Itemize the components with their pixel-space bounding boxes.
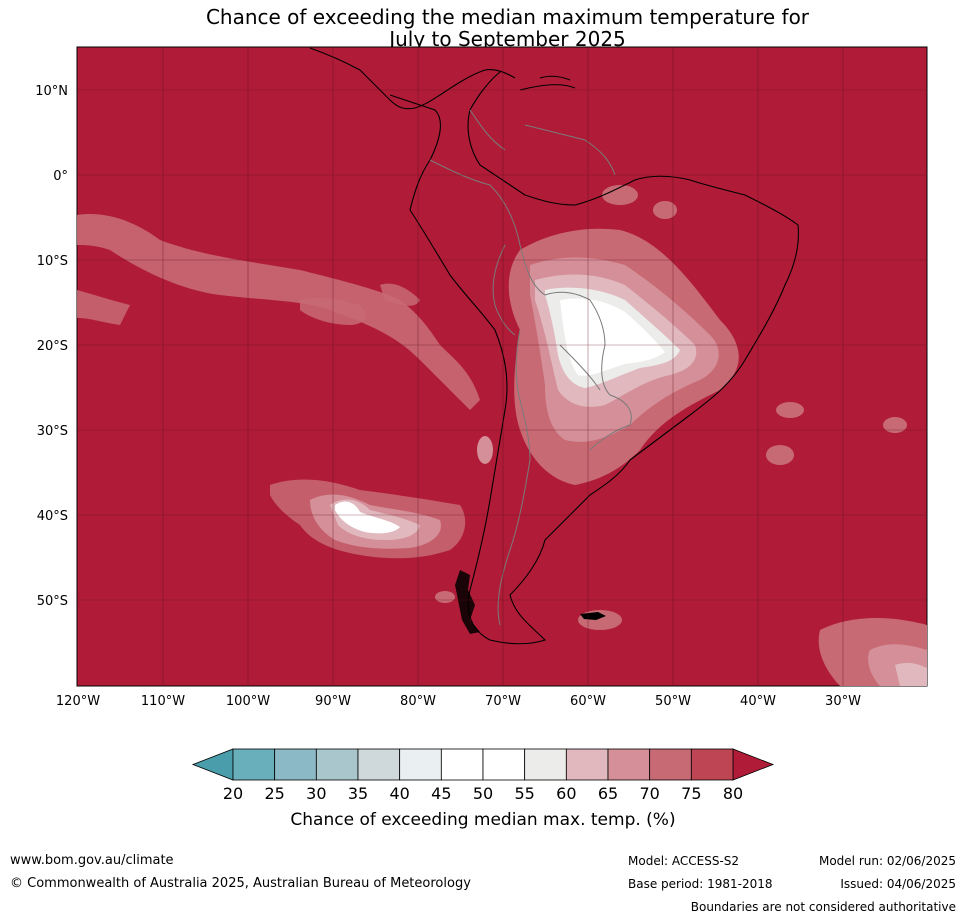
colorbar-tick-75: 75 [681,784,701,803]
contour-band-se-60 [895,662,927,686]
colorbar-above-arrow [732,748,775,781]
colorbar-bin-2 [315,748,359,781]
falkland-islands [580,612,606,620]
lon-label-60w: 60°W [570,694,606,709]
lon-label-90w: 90°W [315,694,351,709]
contour-band-brazil-50 [560,298,665,376]
issued-text: Issued: 04/06/2025 [840,877,956,891]
map-frame [76,46,928,687]
contour-blob-3 [776,402,804,418]
map-title-line-1: Chance of exceeding the median maximum t… [205,5,810,29]
colorbar-tick-50: 50 [473,784,493,803]
map-title-line-2: July to September 2025 [389,27,626,51]
lat-label-0: 0° [53,169,68,184]
colorbar-tick-70: 70 [639,784,659,803]
contour-band-50 [335,501,400,534]
colorbar-below-arrow [191,748,234,781]
contour-band-75 [77,214,480,410]
lon-label-50w: 50°W [655,694,691,709]
contour-blob-2 [653,201,677,219]
colorbar-tick-40: 40 [389,784,409,803]
colorbar-tick-65: 65 [598,784,618,803]
colorbar-tick-45: 45 [431,784,451,803]
base-period-text: Base period: 1981-2018 [628,877,773,891]
colorbar-bin-3 [357,748,401,781]
contour-band-75c [300,297,366,325]
contour-blob-8 [477,436,493,464]
central-america-coastline [309,47,516,110]
disclaimer-text: Boundaries are not considered authoritat… [690,900,956,914]
probability-field [77,47,927,686]
colorbar: 20 25 30 35 40 45 50 55 60 65 70 75 80 [191,748,775,803]
colorbar-bin-10 [649,748,692,781]
colorbar-bin-7 [524,748,567,781]
colorbar-tick-80: 80 [723,784,743,803]
lon-label-70w: 70°W [485,694,521,709]
caribbean-coastline [519,75,576,91]
chile-archipelago [455,570,480,634]
contour-blob-4 [766,445,794,465]
lat-label-40s: 40°S [37,509,68,524]
contour-blob-7 [435,591,455,603]
colorbar-bin-6 [482,748,526,781]
lon-label-80w: 80°W [400,694,436,709]
lat-label-50s: 50°S [37,594,68,609]
lon-label-30w: 30°W [825,694,861,709]
longitude-labels: 120°W 110°W 100°W 90°W 80°W 70°W 60°W 50… [56,694,861,709]
colorbar-tick-60: 60 [556,784,576,803]
contour-blob-1 [602,185,638,205]
lat-label-10n: 10°N [35,84,68,99]
colorbar-title: Chance of exceeding median max. temp. (%… [290,810,675,830]
latitude-labels: 10°N 0° 10°S 20°S 30°S 40°S 50°S [35,84,68,609]
lon-label-110w: 110°W [141,694,185,709]
model-text: Model: ACCESS-S2 [628,854,740,868]
colorbar-tick-30: 30 [306,784,326,803]
model-run-text: Model run: 02/06/2025 [818,854,956,868]
colorbar-bin-0 [232,748,276,781]
colorbar-bin-11 [690,748,734,781]
colorbar-bin-1 [274,748,317,781]
colorbar-tick-20: 20 [223,784,243,803]
contour-blob-5 [883,417,907,433]
country-borders [429,109,632,626]
lon-label-120w: 120°W [56,694,100,709]
lat-label-30s: 30°S [37,424,68,439]
website-text: www.bom.gov.au/climate [10,853,174,868]
colorbar-bin-8 [565,748,609,781]
gridlines [77,47,927,686]
lon-label-40w: 40°W [740,694,776,709]
colorbar-tick-55: 55 [514,784,534,803]
colorbar-tick-35: 35 [348,784,368,803]
lat-label-10s: 10°S [37,254,68,269]
lon-label-100w: 100°W [226,694,270,709]
colorbar-tick-25: 25 [264,784,284,803]
contour-band-75d [380,283,420,306]
colorbar-bin-5 [440,748,484,781]
lat-label-20s: 20°S [37,339,68,354]
colorbar-bin-9 [607,748,651,781]
contour-band-75b [77,290,130,325]
copyright-text: © Commonwealth of Australia 2025, Austra… [10,876,471,891]
colorbar-bin-4 [399,748,442,781]
south-america-coastline [389,71,799,645]
